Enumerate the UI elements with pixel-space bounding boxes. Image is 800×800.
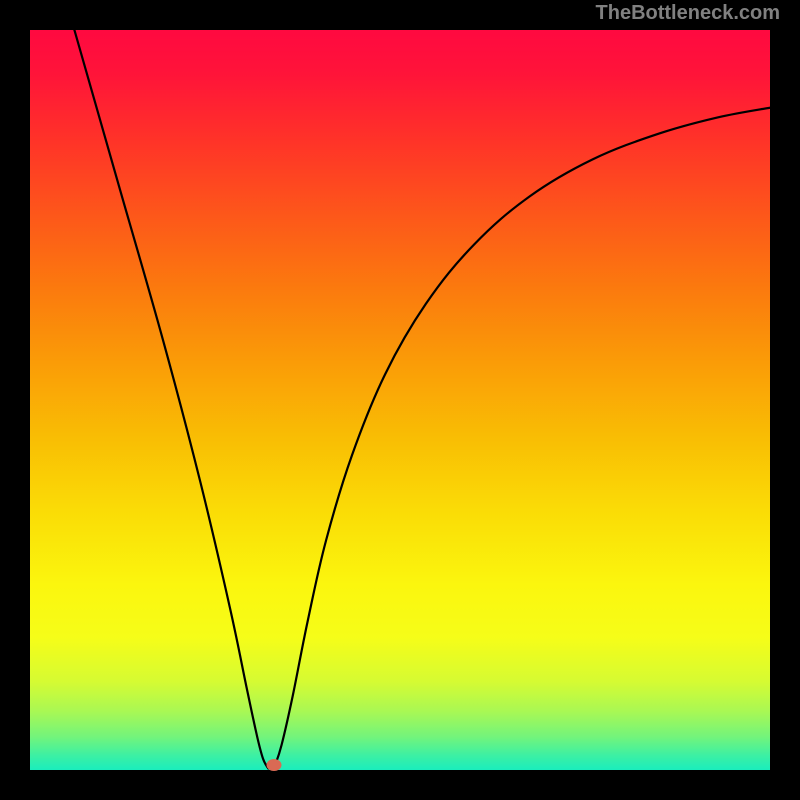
chart-container: TheBottleneck.com [0,0,800,800]
watermark-text: TheBottleneck.com [596,2,780,25]
plot-area [30,30,770,770]
minimum-marker [267,759,282,771]
bottleneck-curve [30,30,770,770]
